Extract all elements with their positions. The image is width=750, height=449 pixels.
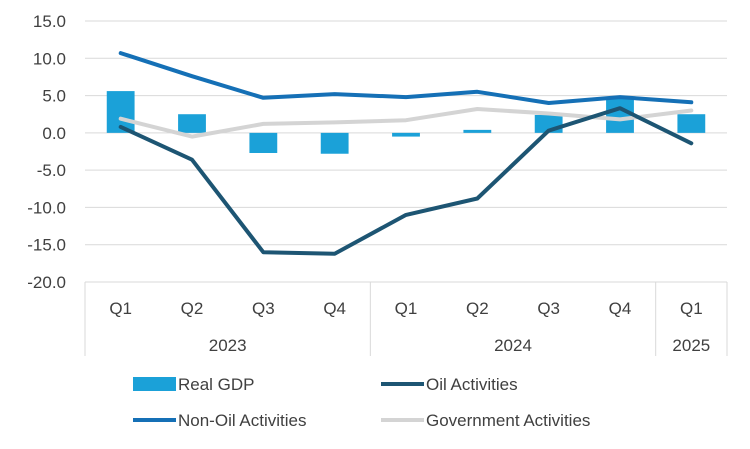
- x-tick-label: Q4: [609, 299, 632, 318]
- year-label: 2024: [494, 336, 532, 355]
- year-label: 2023: [209, 336, 247, 355]
- x-tick-label: Q1: [680, 299, 703, 318]
- x-tick-label: Q4: [323, 299, 346, 318]
- x-tick-label: Q1: [395, 299, 418, 318]
- y-tick-label: -20.0: [27, 273, 66, 292]
- x-tick-label: Q2: [466, 299, 489, 318]
- x-tick-label: Q1: [109, 299, 132, 318]
- series-line: [118, 106, 694, 256]
- y-tick-label: 15.0: [33, 12, 66, 31]
- bar: [249, 132, 278, 153]
- bar: [463, 129, 492, 133]
- bar: [320, 132, 349, 154]
- x-tick-label: Q2: [181, 299, 204, 318]
- y-tick-label: 5.0: [42, 87, 66, 106]
- legend-label: Oil Activities: [426, 375, 518, 394]
- y-tick-label: -5.0: [37, 161, 66, 180]
- x-tick-label: Q3: [252, 299, 275, 318]
- bar-series: [106, 91, 706, 154]
- line-series: [118, 51, 694, 256]
- y-tick-label: 0.0: [42, 124, 66, 143]
- legend: Real GDP Oil Activities Non-Oil Activities…: [133, 375, 590, 430]
- x-axis: Q1 Q2 Q3 Q4 Q1 Q2 Q3 Q4 Q1 2023 2024 2025: [84, 282, 728, 356]
- series-line: [118, 51, 694, 105]
- year-label: 2025: [672, 336, 710, 355]
- bar: [178, 114, 206, 133]
- gridlines: [85, 20, 727, 283]
- x-tick-label: Q3: [537, 299, 560, 318]
- bar: [677, 114, 706, 133]
- y-axis: 15.0 10.0 5.0 0.0 -5.0 -10.0 -15.0 -20.0: [27, 12, 66, 292]
- y-tick-label: -15.0: [27, 236, 66, 255]
- legend-label: Government Activities: [426, 411, 590, 430]
- bar: [606, 97, 634, 133]
- legend-label: Non-Oil Activities: [178, 411, 306, 430]
- y-tick-label: 10.0: [33, 49, 66, 68]
- legend-label: Real GDP: [178, 375, 255, 394]
- bar: [392, 132, 420, 137]
- y-tick-label: -10.0: [27, 198, 66, 217]
- legend-swatch: [133, 377, 176, 391]
